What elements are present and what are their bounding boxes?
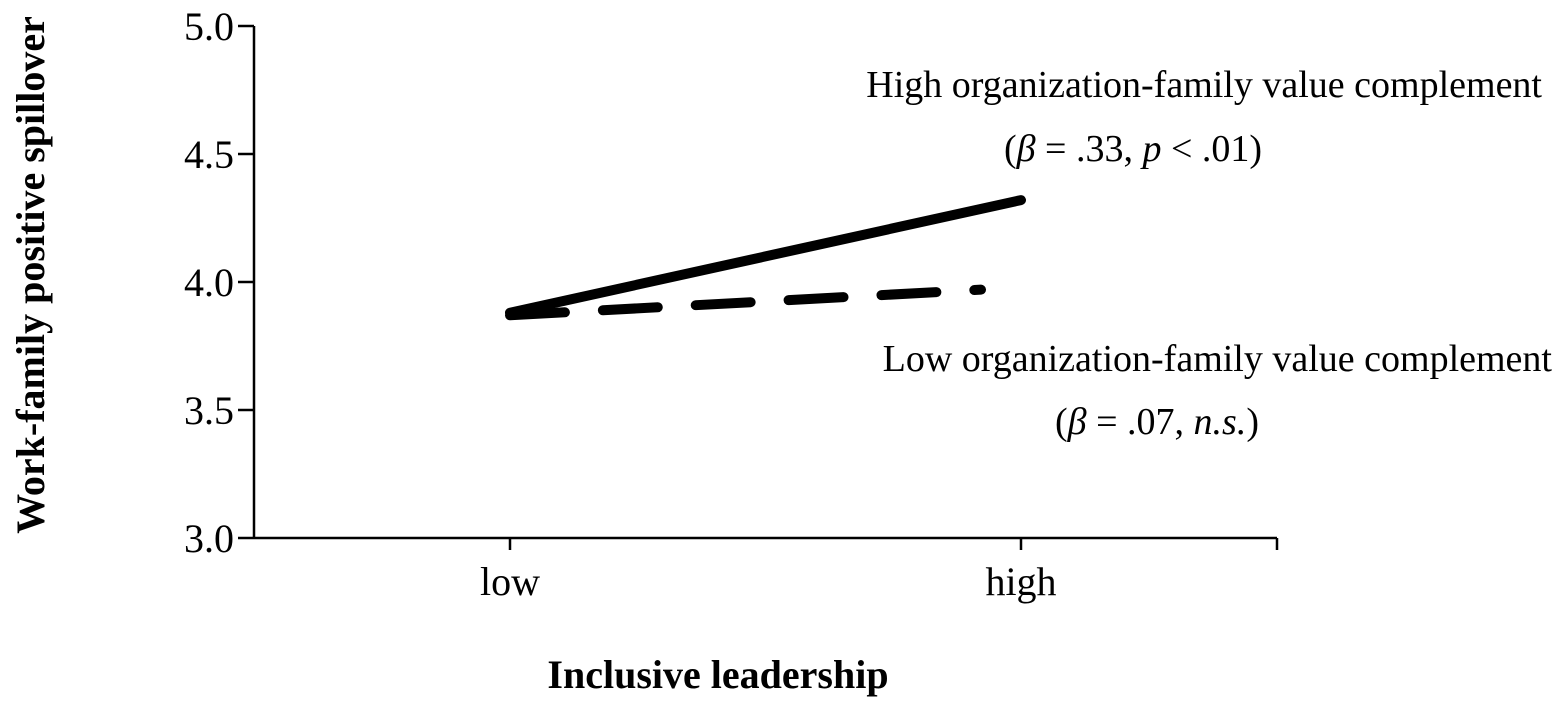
high-complement-series-line	[505, 195, 1026, 318]
y-tick-label: 4.0	[184, 260, 234, 305]
x-axis-title: Inclusive leadership	[547, 652, 888, 697]
high-series-annotation-stat: (β = .33, p < .01)	[1004, 128, 1262, 170]
series-lines	[505, 195, 1026, 321]
y-tick-label: 3.5	[184, 388, 234, 433]
y-tick-label: 4.5	[184, 132, 234, 177]
low-series-annotation-title: Low organization-family value complement	[883, 338, 1553, 380]
high-series-annotation-title: High organization-family value complemen…	[866, 64, 1542, 106]
y-tick-label: 5.0	[184, 4, 234, 49]
low-series-annotation-stat: (β = .07, n.s.)	[1055, 401, 1259, 443]
x-axis-ticks: low high	[480, 538, 1279, 604]
x-category-label: high	[985, 559, 1056, 604]
y-tick-label: 3.0	[184, 516, 234, 561]
x-category-label: low	[480, 559, 540, 604]
y-axis-title: Work-family positive spillover	[8, 16, 53, 534]
y-axis-ticks: 3.0 3.5 4.0 4.5 5.0	[184, 4, 254, 561]
low-complement-series-line	[505, 284, 986, 321]
